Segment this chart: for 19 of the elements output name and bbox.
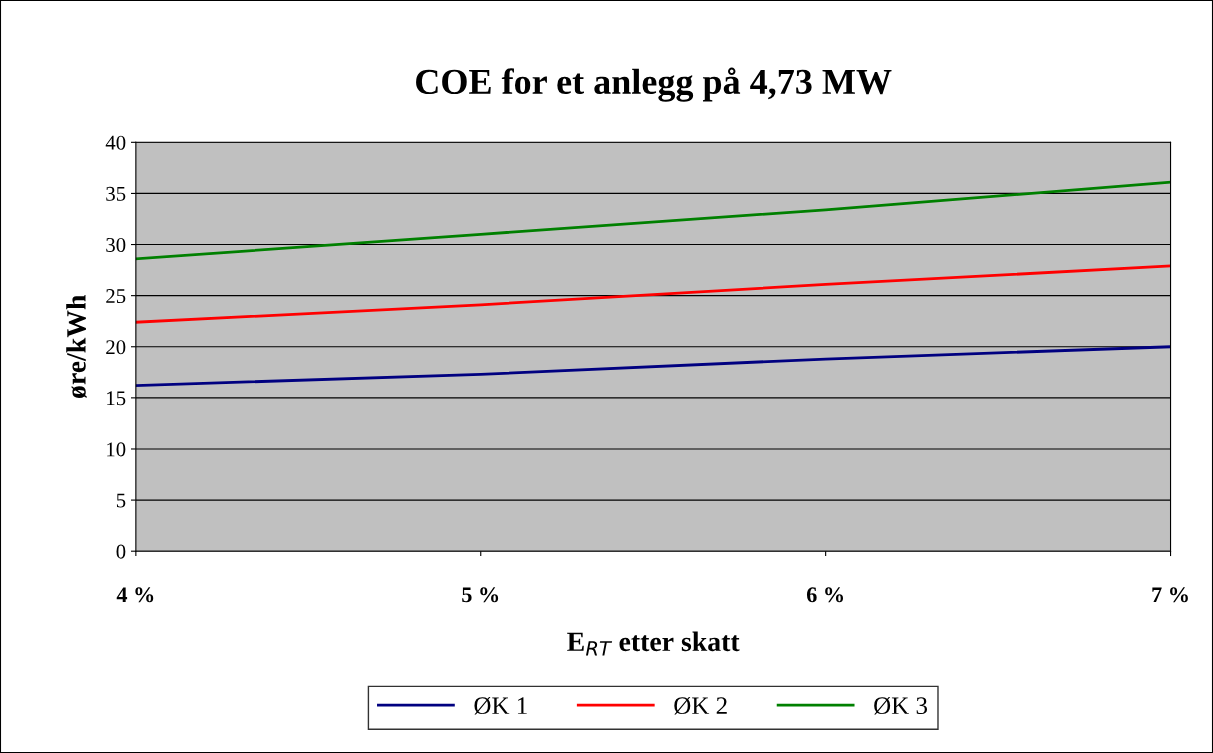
x-axis-title: E$_{RT}$ etter skatt [567,631,740,656]
y-tick-label: 10 [107,442,126,457]
y-tick-label: 25 [106,289,126,304]
y-tick-label: 0 [116,544,126,559]
y-tick-label: 40 [105,135,126,150]
chart-title: COE for et anlegg på 4,73 MW [416,67,892,102]
legend-label: ØK 1 [474,696,527,715]
y-tick-label: 35 [106,186,126,201]
x-tick-label: 6 % [806,587,844,603]
y-axis-title: øre/kWh [66,294,87,399]
legend-label: ØK 2 [674,696,727,715]
x-tick-label: 4 % [116,587,154,603]
y-tick-label: 20 [106,340,126,355]
legend-label: ØK 3 [874,696,928,715]
y-tick-label: 30 [106,237,126,252]
x-tick-label: 7 % [1152,587,1188,603]
y-tick-label: 5 [116,493,126,508]
y-tick-label: 15 [107,391,126,406]
x-tick-label: 5 % [462,587,499,603]
